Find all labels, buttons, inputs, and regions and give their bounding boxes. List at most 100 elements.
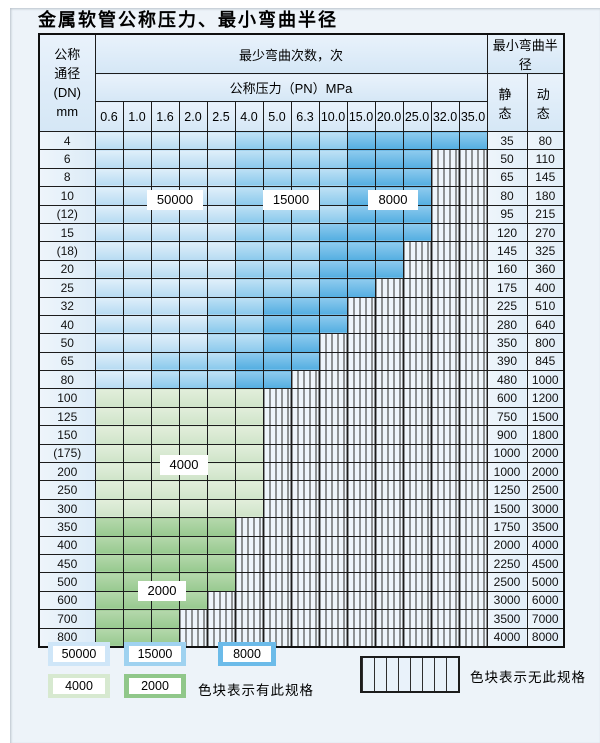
rating-cell [150, 167, 180, 188]
no-spec-cell [458, 333, 488, 353]
table-row: 25 175 400 [38, 278, 565, 298]
rating-cell [150, 498, 180, 519]
static-radius-value: 80 [486, 186, 528, 206]
no-spec-cell [290, 535, 320, 555]
rating-cell [94, 572, 124, 592]
rating-cell [234, 149, 264, 169]
no-spec-cell [458, 609, 488, 629]
legend-has-spec-note: 色块表示有此规格 [198, 683, 314, 698]
pressure-col-header: 35.0 [458, 101, 488, 132]
no-spec-cell [402, 609, 432, 629]
no-spec-cell [402, 627, 432, 648]
rating-cell [234, 296, 264, 316]
rating-cell [122, 259, 152, 280]
rating-cell [402, 167, 432, 188]
legend-swatch-50000: 50000 [48, 642, 110, 666]
rating-cell [122, 130, 152, 151]
legend-swatch-15000: 15000 [124, 642, 186, 666]
no-spec-cell [290, 480, 320, 500]
dynamic-radius-value: 3500 [526, 517, 565, 537]
no-spec-cell [262, 517, 292, 537]
pressure-col-header: 4.0 [234, 101, 264, 132]
rating-cell [122, 241, 152, 261]
rating-cell [150, 425, 180, 445]
no-spec-cell [346, 572, 376, 592]
rating-cell [122, 406, 152, 427]
rating-cell [346, 259, 376, 280]
rating-cell [94, 259, 124, 280]
no-spec-cell [430, 388, 460, 408]
no-spec-cell [346, 517, 376, 537]
rating-cell [234, 259, 264, 280]
dynamic-radius-value: 640 [526, 314, 565, 335]
no-spec-cell [346, 406, 376, 427]
rating-cell [94, 149, 124, 169]
dn-value: 600 [38, 590, 96, 611]
no-spec-cell [374, 572, 404, 592]
rating-cell [150, 388, 180, 408]
rating-cell [206, 425, 236, 445]
rating-cell [374, 149, 404, 169]
bend-cycles-header: 最少弯曲次数，次 [94, 33, 488, 74]
rating-cell [94, 351, 124, 372]
rating-cell [346, 130, 376, 151]
no-spec-cell [290, 370, 320, 390]
legend-label-2000: 2000 [129, 678, 181, 694]
rating-cell [122, 443, 152, 464]
rating-cell [150, 609, 180, 629]
rating-cell [178, 167, 208, 188]
rating-cell [94, 498, 124, 519]
no-spec-cell [318, 333, 348, 353]
static-radius-value: 175 [486, 278, 528, 298]
no-spec-cell [318, 590, 348, 611]
dn-value: (18) [38, 241, 96, 261]
rating-cell [94, 609, 124, 629]
rating-cell [402, 149, 432, 169]
dynamic-radius-value: 215 [526, 204, 565, 224]
no-spec-cell [374, 462, 404, 482]
no-spec-cell [374, 351, 404, 372]
static-radius-value: 2250 [486, 553, 528, 574]
pressure-col-header: 0.6 [94, 101, 124, 132]
rating-cell [234, 480, 264, 500]
no-spec-cell [346, 609, 376, 629]
rating-cell [122, 314, 152, 335]
no-spec-cell [374, 609, 404, 629]
static-radius-value: 3500 [486, 609, 528, 629]
rating-cell [122, 553, 152, 574]
table-row: 350 1750 3500 [38, 517, 565, 537]
rating-cell [290, 296, 320, 316]
rating-cell [122, 517, 152, 537]
no-spec-cell [318, 425, 348, 445]
dn-value: 10 [38, 186, 96, 206]
no-spec-cell [346, 498, 376, 519]
no-spec-cell [290, 609, 320, 629]
dn-value: 450 [38, 553, 96, 574]
rating-cell [234, 204, 264, 224]
table-row: 700 3500 7000 [38, 609, 565, 629]
rating-cell [150, 517, 180, 537]
rating-cell [94, 314, 124, 335]
rating-cell [206, 296, 236, 316]
no-spec-cell [374, 535, 404, 555]
pressure-col-header: 32.0 [430, 101, 460, 132]
no-spec-cell [234, 535, 264, 555]
pressure-col-header: 6.3 [290, 101, 320, 132]
no-spec-cell [430, 590, 460, 611]
rating-cell [150, 259, 180, 280]
no-spec-cell [374, 425, 404, 445]
dn-value: (175) [38, 443, 96, 464]
rating-cell [206, 480, 236, 500]
no-spec-cell [458, 222, 488, 243]
dynamic-radius-value: 800 [526, 333, 565, 353]
rating-cell [178, 314, 208, 335]
no-spec-cell [290, 517, 320, 537]
table-row: 4 35 80 [38, 130, 565, 151]
rating-cell [206, 149, 236, 169]
no-spec-cell [458, 406, 488, 427]
pressure-col-header: 10.0 [318, 101, 348, 132]
no-spec-cell [290, 406, 320, 427]
static-radius-value: 1750 [486, 517, 528, 537]
rating-cell [94, 204, 124, 224]
no-spec-cell [374, 553, 404, 574]
